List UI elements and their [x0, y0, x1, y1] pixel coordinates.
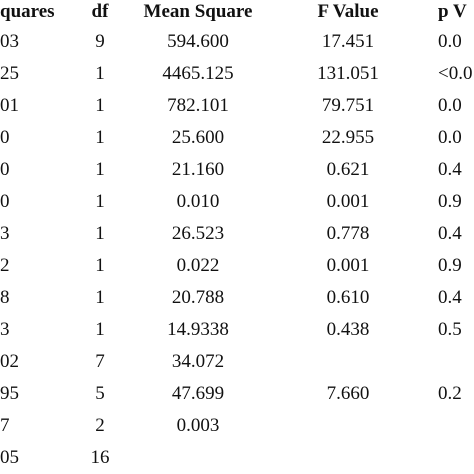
- table-cell: 1: [95, 319, 105, 340]
- table-cell: 1: [95, 191, 105, 212]
- table-cell: 7: [95, 351, 105, 372]
- table-cell: 0.621: [326, 159, 370, 180]
- table-cell: 3: [0, 223, 10, 244]
- table-cell: 0.778: [326, 223, 370, 244]
- table-cell: 02: [0, 351, 19, 372]
- table-cell: 3: [0, 319, 10, 340]
- table-cell: 26.523: [171, 223, 225, 244]
- table-cell: 5: [95, 383, 105, 404]
- table-cell: 79.751: [321, 95, 375, 116]
- table-cell: 25.600: [171, 127, 225, 148]
- table-cell: 25: [0, 63, 19, 84]
- column-header: df: [91, 1, 109, 22]
- table-cell: 0.0: [438, 127, 462, 148]
- table-cell: 47.699: [171, 383, 225, 404]
- table-cell: 0.010: [176, 191, 220, 212]
- table-cell: 0.9: [438, 191, 462, 212]
- table-cell: 1: [95, 159, 105, 180]
- table-cell: 1: [95, 255, 105, 276]
- column-header: Mean Square: [143, 1, 253, 22]
- table-cell: <0.0: [438, 63, 473, 84]
- table-cell: 0.9: [438, 255, 462, 276]
- table-cell: 594.600: [167, 31, 229, 52]
- table-cell: 0.2: [438, 383, 462, 404]
- table-cell: 9: [95, 31, 105, 52]
- table-cell: 22.955: [321, 127, 375, 148]
- table-cell: 0: [0, 191, 10, 212]
- table-cell: 0: [0, 127, 10, 148]
- table-cell: 7: [0, 415, 10, 436]
- table-cell: 0.001: [326, 255, 370, 276]
- table-cell: 0.003: [176, 415, 220, 436]
- column-header: F Value: [317, 1, 379, 22]
- table-cell: 0.4: [438, 223, 462, 244]
- table-cell: 14.9338: [167, 319, 229, 340]
- table-cell: 131.051: [317, 63, 379, 84]
- table-cell: 01: [0, 95, 19, 116]
- table-cell: 21.160: [171, 159, 225, 180]
- column-header: p V: [438, 1, 467, 22]
- table-cell: 0.610: [326, 287, 370, 308]
- table-cell: 03: [0, 31, 19, 52]
- table-cell: 0.0: [438, 31, 462, 52]
- table-cell: 1: [95, 95, 105, 116]
- table-cell: 7.660: [326, 383, 370, 404]
- table-cell: 34.072: [171, 351, 225, 372]
- table-cell: 2: [0, 255, 10, 276]
- table-cell: 17.451: [321, 31, 375, 52]
- table-cell: 95: [0, 383, 19, 404]
- table-cell: 2: [95, 415, 105, 436]
- table-cell: 0.5: [438, 319, 462, 340]
- column-header: quares: [0, 1, 55, 22]
- table-cell: 782.101: [167, 95, 229, 116]
- table-cell: 16: [90, 447, 110, 468]
- table-cell: 0.4: [438, 159, 462, 180]
- table-cell: 0.4: [438, 287, 462, 308]
- table-cell: 0.001: [326, 191, 370, 212]
- table-cell: 1: [95, 127, 105, 148]
- table-cell: 1: [95, 287, 105, 308]
- table-cell: 4465.125: [162, 63, 234, 84]
- table-cell: 0.0: [438, 95, 462, 116]
- table-cell: 0: [0, 159, 10, 180]
- table-cell: 1: [95, 223, 105, 244]
- table-cell: 05: [0, 447, 19, 468]
- table-cell: 20.788: [171, 287, 225, 308]
- table-cell: 8: [0, 287, 10, 308]
- table-cell: 0.438: [326, 319, 370, 340]
- table-cell: 1: [95, 63, 105, 84]
- table-cell: 0.022: [176, 255, 220, 276]
